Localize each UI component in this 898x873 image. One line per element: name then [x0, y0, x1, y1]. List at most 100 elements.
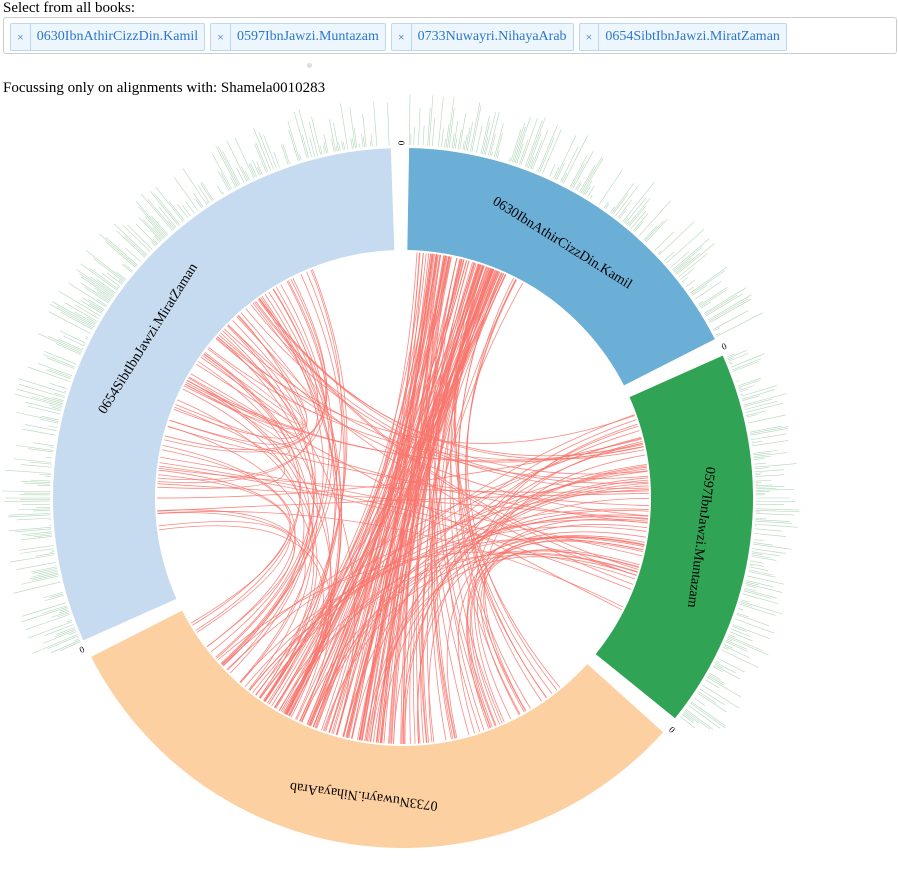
histogram-bar: [713, 327, 721, 332]
histogram-bar: [215, 145, 238, 187]
histogram-bar: [217, 146, 239, 186]
histogram-bar: [709, 298, 751, 324]
histogram-bar: [680, 716, 696, 729]
chord: [159, 525, 324, 714]
histogram-bar: [15, 528, 52, 533]
histogram-bar: [755, 513, 795, 516]
histogram-bar: [708, 674, 725, 684]
book-select[interactable]: × 0630IbnAthirCizzDin.Kamil × 0597IbnJawzi.…: [3, 17, 897, 54]
chord: [157, 509, 306, 684]
histogram-bar: [676, 243, 715, 275]
histogram-bar: [52, 397, 64, 401]
chord: [250, 304, 649, 484]
histogram-bar: [308, 121, 318, 156]
histogram-bar: [143, 219, 163, 241]
chord: [222, 330, 318, 683]
histogram-bar: [152, 226, 164, 239]
histogram-bar: [152, 239, 159, 245]
histogram-bar: [690, 702, 726, 729]
histogram-bar: [527, 132, 542, 169]
histogram-bar: [644, 220, 664, 242]
histogram-bar: [106, 272, 123, 285]
histogram-bar: [118, 279, 124, 284]
histogram-bar: [688, 286, 694, 291]
chord: [167, 383, 291, 455]
histogram-bar: [682, 712, 695, 722]
remove-tag[interactable]: ×: [11, 24, 31, 50]
histogram-bar: [755, 489, 794, 491]
chord: [221, 269, 343, 665]
histogram-bar: [673, 246, 703, 272]
histogram-bar: [121, 263, 132, 273]
histogram-bar: [1, 490, 51, 493]
histogram-bar: [755, 484, 773, 486]
remove-tag[interactable]: ×: [211, 24, 231, 50]
histogram-bar: [18, 545, 54, 551]
histogram-bar: [29, 461, 52, 465]
histogram-bar: [730, 353, 765, 368]
histogram-bar: [21, 481, 51, 483]
remove-tag[interactable]: ×: [392, 24, 412, 50]
histogram-bar: [200, 183, 213, 202]
chord: [417, 254, 442, 743]
histogram-bar: [28, 621, 73, 639]
histogram-bar: [575, 180, 581, 191]
histogram-bar: [539, 137, 555, 173]
histogram-bar: [299, 154, 302, 161]
histogram-bar: [754, 462, 766, 465]
histogram-bar: [43, 592, 63, 599]
chord: [278, 552, 638, 711]
chord: [393, 485, 649, 744]
histogram-bar: [485, 112, 496, 155]
histogram-bar: [728, 634, 736, 638]
histogram-bar: [699, 289, 727, 308]
histogram-bar: [5, 469, 51, 474]
histogram-bar: [195, 198, 203, 209]
remove-tag[interactable]: ×: [580, 24, 600, 50]
histogram-bar: [731, 625, 747, 632]
histogram-bar: [751, 551, 780, 557]
histogram-bar: [94, 287, 112, 300]
histogram-bar: [749, 565, 753, 567]
histogram-bar: [256, 161, 263, 175]
histogram-bar: [84, 286, 109, 304]
histogram-bar: [25, 533, 52, 537]
histogram-bar: [755, 480, 772, 482]
histogram-bar: [8, 513, 51, 516]
histogram-bar: [709, 672, 721, 680]
histogram-bar: [724, 644, 733, 649]
start-tick: 0: [720, 341, 729, 352]
histogram-bar: [252, 159, 260, 176]
chord: [259, 414, 635, 699]
histogram-bar: [311, 116, 321, 155]
histogram-bar: [755, 517, 767, 519]
histogram-bar: [50, 404, 62, 409]
chord: [274, 259, 464, 709]
histogram-bar: [569, 155, 588, 188]
histogram-bar: [654, 231, 675, 251]
histogram-bar: [79, 273, 114, 298]
histogram-bar: [725, 639, 748, 650]
chord: [427, 255, 470, 736]
histogram-bar: [752, 543, 792, 550]
chord: [402, 256, 451, 745]
histogram-bar: [301, 134, 309, 158]
histogram-bar: [465, 127, 471, 151]
histogram-bar: [56, 627, 75, 635]
histogram-bar: [23, 482, 51, 485]
histogram-bar: [727, 357, 734, 361]
histogram-bar: [255, 142, 269, 172]
histogram-bar: [85, 250, 126, 281]
histogram-bar: [736, 614, 770, 627]
start-tick: 0: [396, 140, 406, 145]
histogram-bar: [713, 666, 724, 672]
histogram-bar: [584, 185, 591, 196]
histogram-bar: [514, 117, 531, 164]
histogram-bar: [520, 117, 538, 166]
histogram-bar: [699, 688, 725, 705]
histogram-bar: [690, 266, 727, 294]
chord: [428, 257, 458, 739]
histogram-bar: [331, 138, 335, 152]
histogram-bar: [58, 609, 69, 614]
